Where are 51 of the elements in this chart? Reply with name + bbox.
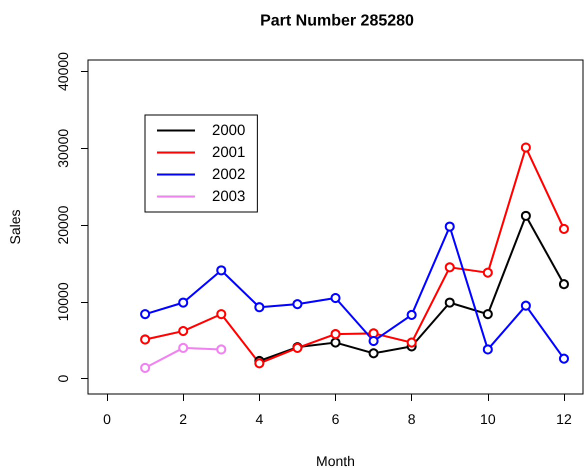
point [406,310,417,320]
legend-label: 2003 [212,188,246,205]
x-axis-title: Month [316,453,355,469]
x-tick-label: 6 [332,411,340,427]
y-tick-label: 30000 [55,128,71,168]
y-tick-label: 40000 [55,52,71,91]
legend-label: 2001 [212,144,246,161]
point [178,298,188,308]
legend-label: 2000 [212,122,246,139]
point [520,210,531,221]
point [558,279,569,290]
x-tick-label: 4 [255,411,264,427]
point [406,338,417,348]
point [178,326,188,336]
point [558,354,569,364]
point [558,224,569,234]
x-tick-label: 0 [103,411,112,427]
y-tick-label: 10000 [55,282,71,322]
chart-title: Part Number 285280 [260,12,414,30]
point [444,298,455,308]
point [292,299,302,310]
point [330,293,340,304]
point [140,362,150,373]
x-tick-label: 12 [556,411,572,427]
point [216,265,226,276]
point [444,222,455,232]
point [520,300,531,311]
point [216,344,226,354]
point [254,302,264,312]
legend-label: 2002 [212,166,246,183]
x-tick-label: 10 [480,411,496,427]
point [178,342,188,353]
point [482,309,493,320]
point [368,348,379,358]
x-tick-label: 8 [408,411,416,427]
point [254,358,264,368]
point [482,344,493,354]
point [216,309,226,320]
point [520,142,531,153]
point [444,262,455,272]
point [140,309,150,320]
point [368,336,379,346]
y-tick-label: 0 [55,374,71,383]
point [330,338,340,348]
point [330,329,340,340]
x-tick-label: 2 [179,411,188,427]
y-axis-title: Sales [7,209,23,245]
point [140,334,150,344]
y-tick-label: 20000 [55,205,71,245]
point [368,328,379,338]
point [482,268,493,278]
